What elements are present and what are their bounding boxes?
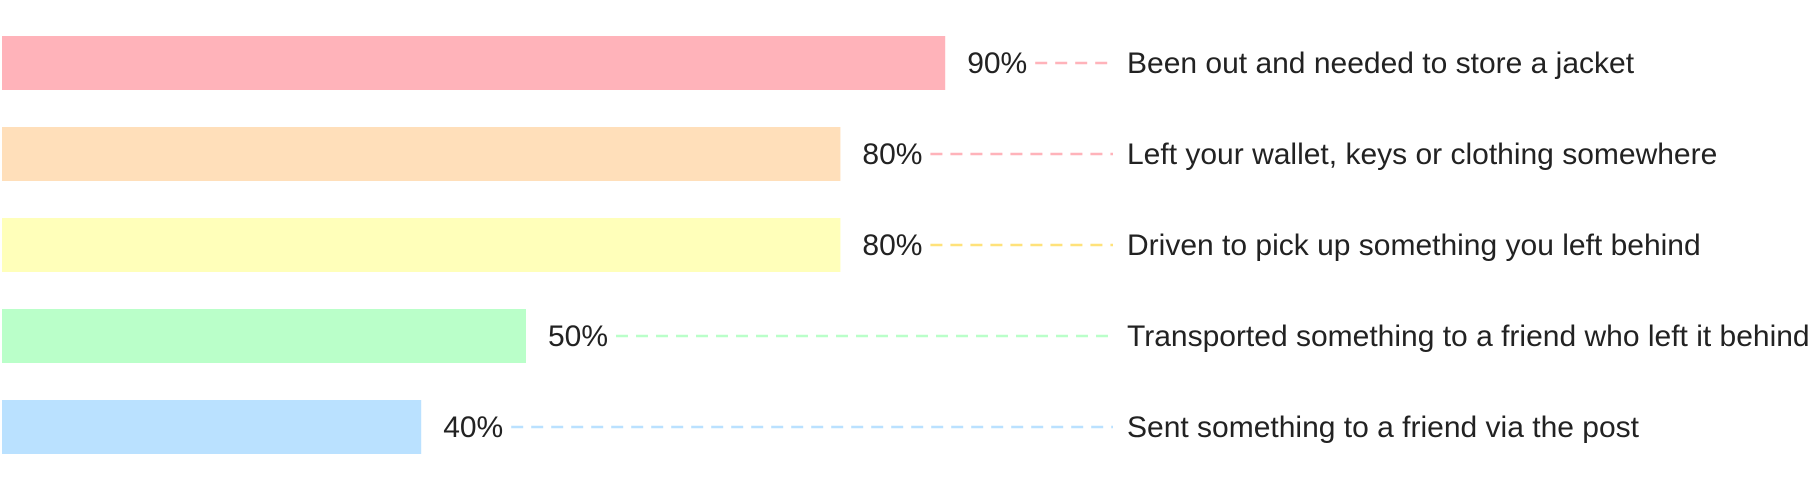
bar-sent-something-to-a-friend-via-the-post [2,400,422,454]
value-label-been-out-and-needed-to-store-a-jacket: 90% [967,47,1027,80]
category-label-transported-something-to-a-friend-who-left-it-behind: Transported something to a friend who le… [1127,320,1809,353]
category-label-driven-to-pick-up-something-you-left-behind: Driven to pick up something you left beh… [1127,229,1701,262]
value-label-sent-something-to-a-friend-via-the-post: 40% [443,411,503,444]
category-label-left-your-wallet-keys-or-clothing-somewhere: Left your wallet, keys or clothing somew… [1127,138,1717,171]
bar-left-your-wallet-keys-or-clothing-somewhere [2,127,841,181]
category-label-been-out-and-needed-to-store-a-jacket: Been out and needed to store a jacket [1127,47,1635,80]
value-label-driven-to-pick-up-something-you-left-behind: 80% [862,229,922,262]
category-label-sent-something-to-a-friend-via-the-post: Sent something to a friend via the post [1127,411,1640,444]
value-label-transported-something-to-a-friend-who-left-it-behind: 50% [548,320,608,353]
bar-driven-to-pick-up-something-you-left-behind [2,218,841,272]
bar-been-out-and-needed-to-store-a-jacket [2,36,946,90]
value-label-left-your-wallet-keys-or-clothing-somewhere: 80% [862,138,922,171]
bar-transported-something-to-a-friend-who-left-it-behind [2,309,526,363]
